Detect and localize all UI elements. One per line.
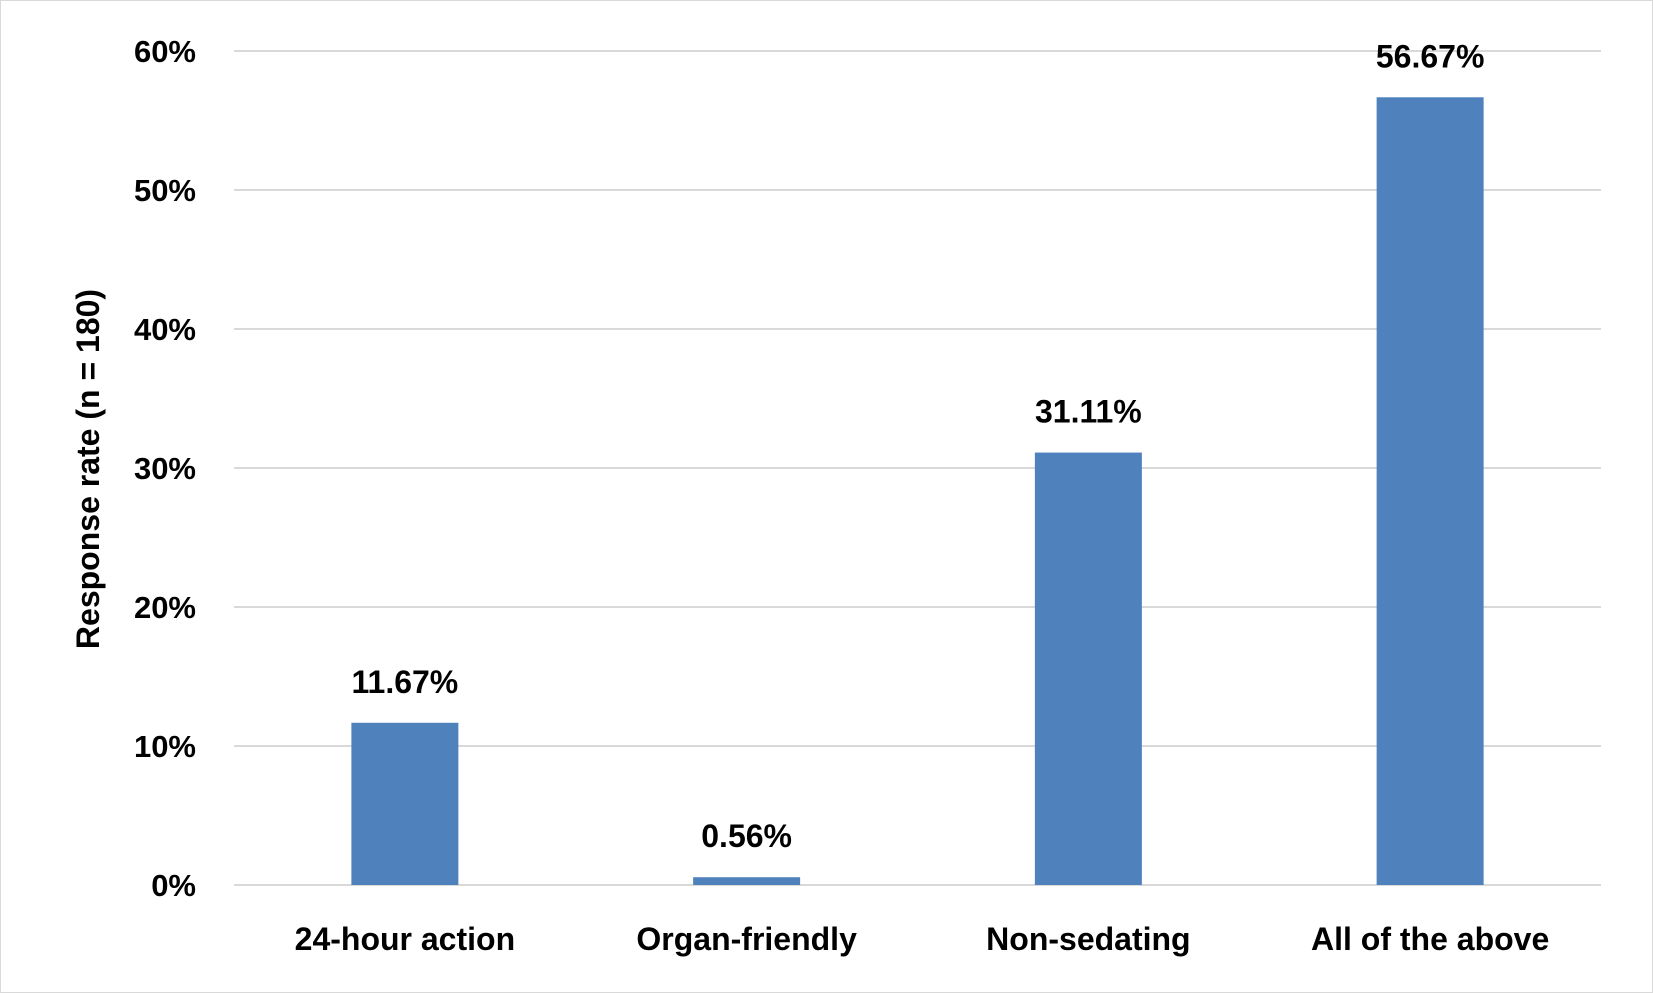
- bar: [1376, 97, 1484, 886]
- x-axis-categories: 24-hour action Organ-friendly Non-sedating…: [295, 921, 1550, 957]
- y-axis-title: Response rate (n = 180): [70, 289, 106, 649]
- y-axis-ticks: 0% 10% 20% 30% 40% 50% 60%: [134, 34, 196, 903]
- bar: [1034, 452, 1142, 885]
- y-tick-label: 50%: [134, 173, 196, 208]
- y-tick-label: 30%: [134, 451, 196, 486]
- bar: [351, 722, 459, 885]
- x-category-label: All of the above: [1311, 921, 1549, 957]
- bars: [351, 97, 1484, 886]
- gridlines: [234, 50, 1601, 886]
- y-tick-label: 60%: [134, 34, 196, 69]
- data-labels: 11.67% 0.56% 31.11% 56.67%: [351, 38, 1484, 854]
- y-tick-label: 10%: [134, 729, 196, 764]
- x-category-label: 24-hour action: [295, 921, 515, 957]
- x-category-label: Non-sedating: [986, 921, 1190, 957]
- data-label: 11.67%: [351, 664, 458, 700]
- x-category-label: Organ-friendly: [636, 921, 857, 957]
- y-tick-label: 20%: [134, 590, 196, 625]
- data-label: 31.11%: [1035, 394, 1142, 430]
- bar: [693, 877, 801, 885]
- data-label: 56.67%: [1376, 38, 1485, 74]
- data-label: 0.56%: [701, 818, 792, 854]
- y-tick-label: 0%: [151, 868, 196, 903]
- y-tick-label: 40%: [134, 312, 196, 347]
